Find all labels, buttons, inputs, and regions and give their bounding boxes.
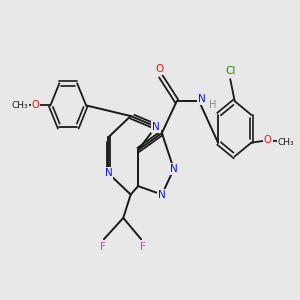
Text: N: N xyxy=(158,190,166,200)
Text: N: N xyxy=(104,168,112,178)
Text: Cl: Cl xyxy=(225,66,236,76)
Text: O: O xyxy=(32,100,39,110)
Text: F: F xyxy=(140,242,146,252)
Text: N: N xyxy=(197,94,205,104)
Text: CH₃: CH₃ xyxy=(278,138,294,147)
Text: O: O xyxy=(264,135,272,146)
Text: F: F xyxy=(100,242,105,252)
Text: N: N xyxy=(170,164,178,174)
Text: H: H xyxy=(209,100,216,110)
Text: N: N xyxy=(152,122,160,132)
Text: O: O xyxy=(156,64,164,74)
Text: CH₃: CH₃ xyxy=(11,101,28,110)
